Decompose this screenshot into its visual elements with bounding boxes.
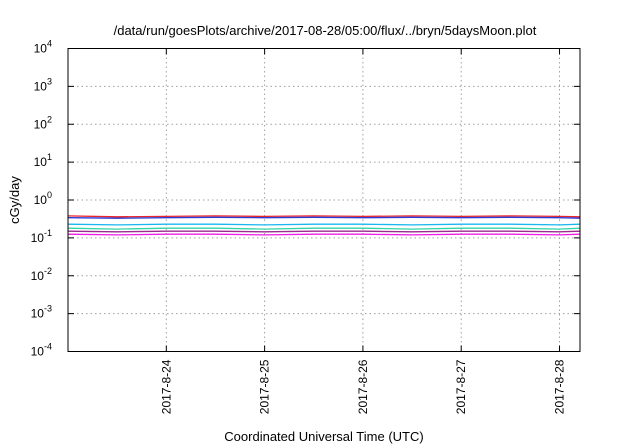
x-axis-label: Coordinated Universal Time (UTC) <box>224 429 423 444</box>
series-line-4 <box>67 227 581 230</box>
y-axis-label: cGy/day <box>7 176 22 224</box>
x-tick-label: 2017-8-28 <box>553 359 567 414</box>
grid <box>68 48 580 352</box>
x-tick-label: 2017-8-27 <box>454 359 468 414</box>
y-tick-label: 103 <box>34 76 52 93</box>
chart-title: /data/run/goesPlots/archive/2017-08-28/0… <box>114 23 537 38</box>
y-tick-label: 10-2 <box>31 266 52 283</box>
x-tick-label: 2017-8-26 <box>356 359 370 414</box>
y-tick-label: 104 <box>34 39 52 56</box>
y-tick-label: 102 <box>34 114 52 131</box>
y-tick-label: 10-1 <box>31 228 52 245</box>
y-tick-label: 10-4 <box>31 342 52 359</box>
y-tick-label: 101 <box>34 152 52 169</box>
series-layer <box>67 215 581 236</box>
series-line-2 <box>67 216 581 219</box>
series-line-3 <box>67 223 581 226</box>
series-line-1 <box>67 215 581 218</box>
series-line-5 <box>67 230 581 233</box>
x-axis: 2017-8-24 2017-8-25 2017-8-26 2017-8-27 2017… <box>159 48 567 414</box>
x-tick-label: 2017-8-25 <box>258 359 272 414</box>
y-tick-label: 100 <box>34 190 52 207</box>
series-line-6 <box>67 233 581 236</box>
y-tick-label: 10-3 <box>31 304 52 321</box>
x-tick-label: 2017-8-24 <box>159 359 173 414</box>
